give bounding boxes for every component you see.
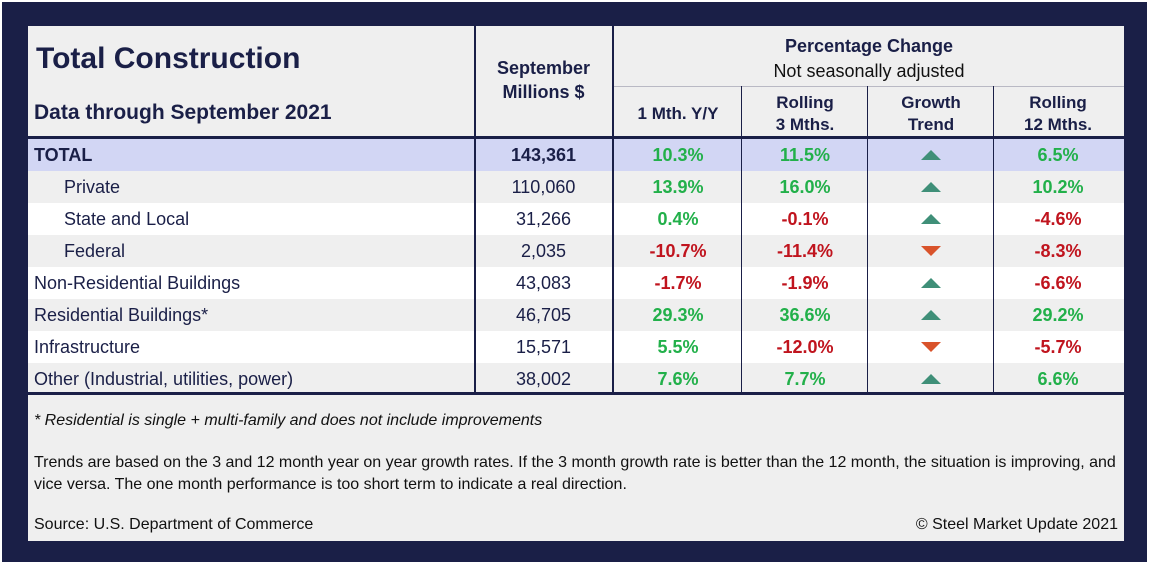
column-header-rolling-12: Rolling 12 Mths.: [994, 92, 1122, 136]
row-1-month-pct: -1.7%: [654, 273, 702, 293]
row-rolling-12-pct: -5.7%: [1034, 337, 1082, 357]
row-value-millions: 143,361: [510, 145, 577, 165]
row-label: State and Local: [64, 209, 190, 229]
row-1-month-pct: 29.3%: [652, 305, 704, 325]
value-column-header-line1: September: [496, 58, 591, 78]
table-row: TOTAL 143,361 10.3% 11.5% 6.5%: [28, 139, 1124, 171]
row-growth-trend: [868, 331, 994, 363]
row-rolling-12-pct: 29.2%: [1032, 305, 1084, 325]
table-bottom-border: [28, 392, 1124, 395]
column-header-growth-trend-line2: Trend: [907, 115, 955, 134]
page-title: Total Construction: [36, 42, 301, 75]
table-row: Residential Buildings* 46,705 29.3% 36.6% 29…: [28, 299, 1124, 331]
residential-note: * Residential is single + multi-family a…: [34, 412, 543, 429]
column-header-growth-trend: Growth Trend: [868, 92, 994, 136]
row-rolling-3-pct: -12.0%: [776, 337, 834, 357]
column-divider-label: [474, 26, 476, 392]
column-header-rolling-3: Rolling 3 Mths.: [742, 92, 868, 136]
row-1-month-pct: -10.7%: [649, 241, 707, 261]
row-rolling-12-pct: -8.3%: [1034, 241, 1082, 261]
row-value-millions: 38,002: [515, 369, 572, 389]
row-rolling-3-pct: -0.1%: [781, 209, 829, 229]
row-rolling-3-pct: -11.4%: [776, 241, 834, 261]
row-growth-trend: [868, 203, 994, 235]
row-growth-trend: [868, 363, 994, 395]
column-header-growth-trend-line1: Growth: [901, 93, 961, 112]
header-bottom-border: [28, 136, 1124, 139]
column-header-rolling-12-line1: Rolling: [1029, 93, 1087, 112]
title-block: Total Construction Data through Septembe…: [28, 26, 474, 136]
triangle-up-icon: [921, 310, 941, 321]
row-growth-trend: [868, 171, 994, 203]
copyright-note: © Steel Market Update 2021: [915, 516, 1118, 533]
row-value-millions: 15,571: [515, 337, 572, 357]
row-value-millions: 46,705: [515, 305, 572, 325]
triangle-up-icon: [921, 214, 941, 225]
triangle-down-icon: [921, 246, 941, 257]
row-rolling-12-pct: 6.6%: [1037, 369, 1079, 389]
row-value-millions: 31,266: [515, 209, 572, 229]
percentage-change-title: Percentage Change: [784, 36, 954, 56]
table-row: Infrastructure 15,571 5.5% -12.0% -5.7%: [28, 331, 1124, 363]
row-value-millions: 2,035: [520, 241, 567, 261]
row-rolling-3-pct: 36.6%: [779, 305, 831, 325]
column-header-rolling-3-line1: Rolling: [776, 93, 834, 112]
row-label: Federal: [64, 241, 126, 261]
column-header-rolling-3-line2: 3 Mths.: [775, 115, 835, 134]
row-rolling-12-pct: -6.6%: [1034, 273, 1082, 293]
triangle-down-icon: [921, 342, 941, 353]
row-1-month-pct: 13.9%: [652, 177, 704, 197]
row-rolling-3-pct: 16.0%: [779, 177, 831, 197]
column-header-rolling-12-line2: 12 Mths.: [1023, 115, 1093, 134]
trends-note: Trends are based on the 3 and 12 month y…: [34, 454, 1116, 493]
row-label: Infrastructure: [34, 337, 141, 357]
row-1-month-pct: 0.4%: [657, 209, 699, 229]
row-value-millions: 43,083: [515, 273, 572, 293]
table-row: Non-Residential Buildings 43,083 -1.7% -1.9…: [28, 267, 1124, 299]
row-value-millions: 110,060: [511, 177, 576, 197]
row-growth-trend: [868, 299, 994, 331]
table-row: Private 110,060 13.9% 16.0% 10.2%: [28, 171, 1124, 203]
page-subtitle: Data through September 2021: [34, 101, 332, 124]
triangle-up-icon: [921, 182, 941, 193]
row-1-month-pct: 7.6%: [657, 369, 699, 389]
row-label: Non-Residential Buildings: [34, 273, 241, 293]
row-1-month-pct: 10.3%: [652, 145, 704, 165]
row-rolling-12-pct: 10.2%: [1032, 177, 1084, 197]
row-rolling-12-pct: 6.5%: [1037, 145, 1079, 165]
column-divider-1: [741, 86, 742, 392]
percentage-change-subtitle: Not seasonally adjusted: [773, 61, 965, 81]
row-rolling-12-pct: -4.6%: [1034, 209, 1082, 229]
row-label: Residential Buildings*: [34, 305, 209, 325]
row-rolling-3-pct: 11.5%: [779, 145, 831, 165]
value-column-header-line2: Millions $: [502, 82, 585, 102]
header-subdivider: [614, 86, 1124, 87]
column-header-1-month-label: 1 Mth. Y/Y: [637, 104, 719, 123]
row-1-month-pct: 5.5%: [657, 337, 699, 357]
row-label: Private: [64, 177, 121, 197]
table-row: Federal 2,035 -10.7% -11.4% -8.3%: [28, 235, 1124, 267]
row-rolling-3-pct: 7.7%: [784, 369, 826, 389]
triangle-up-icon: [921, 278, 941, 289]
row-growth-trend: [868, 267, 994, 299]
column-divider-2: [867, 86, 868, 392]
triangle-up-icon: [921, 374, 941, 385]
percentage-change-header: Percentage Change Not seasonally adjuste…: [614, 34, 1124, 84]
row-rolling-3-pct: -1.9%: [781, 273, 829, 293]
column-divider-3: [993, 86, 994, 392]
triangle-up-icon: [921, 150, 941, 161]
source-note: Source: U.S. Department of Commerce: [34, 516, 314, 533]
table-row: State and Local 31,266 0.4% -0.1% -4.6%: [28, 203, 1124, 235]
value-column-header: September Millions $: [475, 56, 612, 104]
column-divider-value: [612, 26, 614, 392]
row-growth-trend: [868, 139, 994, 171]
column-header-1-month: 1 Mth. Y/Y: [614, 103, 742, 125]
row-label: TOTAL: [34, 145, 93, 165]
row-label: Other (Industrial, utilities, power): [34, 369, 294, 389]
row-growth-trend: [868, 235, 994, 267]
table-panel: Total Construction Data through Septembe…: [28, 26, 1124, 541]
table-row: Other (Industrial, utilities, power) 38,0…: [28, 363, 1124, 395]
